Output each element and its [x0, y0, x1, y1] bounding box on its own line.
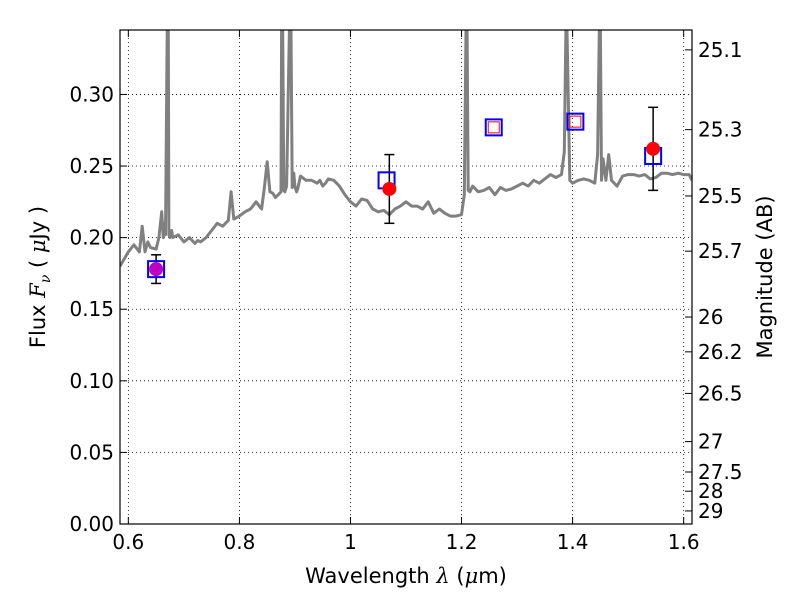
x-tick-label: 0.8	[223, 530, 255, 554]
x-tick-label: 0.6	[112, 530, 144, 554]
plot-frame	[119, 29, 693, 525]
y-tick-label: 0.05	[69, 440, 114, 464]
small-square-marker	[487, 121, 500, 134]
ticks	[120, 30, 692, 525]
x-tick-label: 1	[344, 530, 357, 554]
magnitude-tick-label: 28	[698, 479, 723, 503]
spectrum-layer	[120, 30, 692, 268]
observed-point	[646, 141, 661, 156]
tick-labels: 0.6 0.8 1 1.2 1.4 1.6 0.00 0.05 0.10 0.15 0.20 0.25…	[69, 38, 742, 554]
spectrum-line	[120, 30, 692, 268]
magnitude-tick-label: 26.5	[698, 381, 743, 405]
magnitude-tick-label: 25.3	[698, 118, 743, 142]
magnitude-tick-label: 25.7	[698, 239, 743, 263]
magnitude-tick-label: 29	[698, 499, 723, 523]
magnitude-tick-label: 25.1	[698, 38, 743, 62]
magnitude-tick-label: 25.5	[698, 184, 743, 208]
x-tick-label: 1.4	[557, 530, 589, 554]
observed-point	[149, 262, 164, 277]
magnitude-axis-title: Magnitude (AB)	[753, 195, 777, 358]
y-tick-label: 0.25	[69, 154, 114, 178]
y-tick-label: 0.15	[69, 297, 114, 321]
y-axis-title: Flux Fν ( μJy )	[26, 206, 54, 348]
y-tick-label: 0.20	[69, 226, 114, 250]
magnitude-tick-label: 26	[698, 305, 723, 329]
x-axis-title: Wavelength λ (μm)	[305, 564, 507, 588]
model-square-marker	[147, 260, 166, 279]
model-square-marker	[566, 112, 585, 131]
x-tick-label: 1.6	[668, 530, 700, 554]
y-tick-label: 0.10	[69, 369, 114, 393]
magnitude-tick-label: 26.2	[698, 340, 743, 364]
plot-background	[120, 30, 692, 524]
magnitude-tick-label: 27	[698, 430, 723, 454]
observed-point	[382, 181, 397, 196]
small-square-marker	[569, 115, 582, 128]
model-square-marker	[484, 118, 503, 137]
magnitude-tick-label: 27.5	[698, 460, 743, 484]
y-tick-label: 0.30	[69, 82, 114, 106]
x-tick-label: 1.2	[446, 530, 478, 554]
marker-layer	[147, 112, 663, 279]
y-tick-label: 0.00	[69, 512, 114, 536]
